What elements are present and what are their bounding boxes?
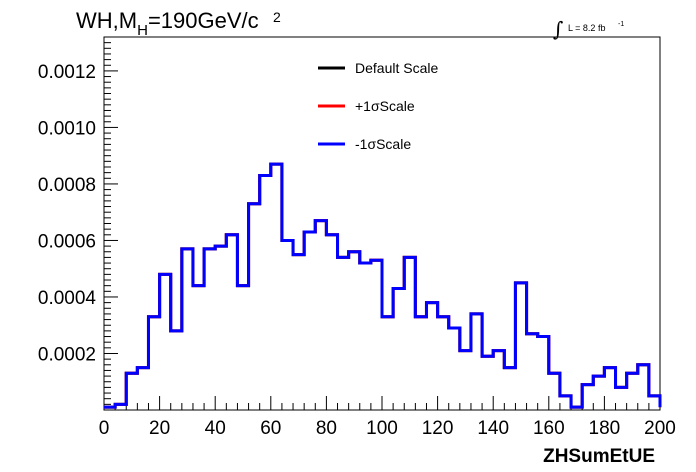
- plot-frame: [103, 36, 661, 411]
- x-tick-label: 0: [99, 418, 110, 439]
- x-axis: 0 20 40 60 80 100 120 140 160 180 200: [99, 396, 676, 439]
- integral-sign: ∫: [553, 17, 563, 41]
- y-axis: 0.0002 0.0004 0.0006 0.0008 0.0010 0.0012: [38, 36, 118, 405]
- legend-label: Default Scale: [355, 60, 438, 76]
- x-tick-label: 20: [149, 418, 170, 439]
- y-tick-label: 0.0006: [38, 231, 96, 252]
- x-tick-label: 180: [589, 418, 621, 439]
- y-tick-label: 0.0012: [38, 62, 96, 83]
- title-rest: =190GeV/c: [148, 8, 259, 33]
- luminosity-text: L = 8.2 fb: [568, 23, 605, 33]
- x-tick-label: 120: [422, 418, 454, 439]
- x-tick-label: 60: [260, 418, 281, 439]
- x-tick-label: 40: [205, 418, 226, 439]
- x-axis-label: ZHSumEtUE: [543, 446, 655, 467]
- title-subscript: H: [137, 22, 148, 39]
- series-line-3: [104, 162, 662, 409]
- x-tick-label: 100: [366, 418, 398, 439]
- y-tick-label: 0.0010: [38, 118, 96, 139]
- x-tick-label: 200: [644, 418, 676, 439]
- series-layer: [104, 162, 662, 409]
- y-tick-label: 0.0002: [38, 344, 96, 365]
- luminosity-label: ∫ L = 8.2 fb -1: [553, 17, 624, 41]
- luminosity-superscript: -1: [618, 21, 624, 28]
- x-tick-label: 160: [533, 418, 565, 439]
- title-main: WH,M: [76, 8, 137, 33]
- title-superscript: 2: [273, 9, 281, 25]
- chart-title: WH,MH=190GeV/c 2: [76, 8, 281, 39]
- x-tick-label: 80: [316, 418, 337, 439]
- y-tick-label: 0.0008: [38, 175, 96, 196]
- svg-text:WH,MH=190GeV/c: WH,MH=190GeV/c: [76, 8, 259, 39]
- y-tick-label: 0.0004: [38, 288, 97, 309]
- legend: Default Scale +1σScale -1σScale: [318, 60, 438, 152]
- legend-label: -1σScale: [355, 136, 411, 152]
- legend-label: +1σScale: [355, 98, 415, 114]
- x-tick-label: 140: [477, 418, 509, 439]
